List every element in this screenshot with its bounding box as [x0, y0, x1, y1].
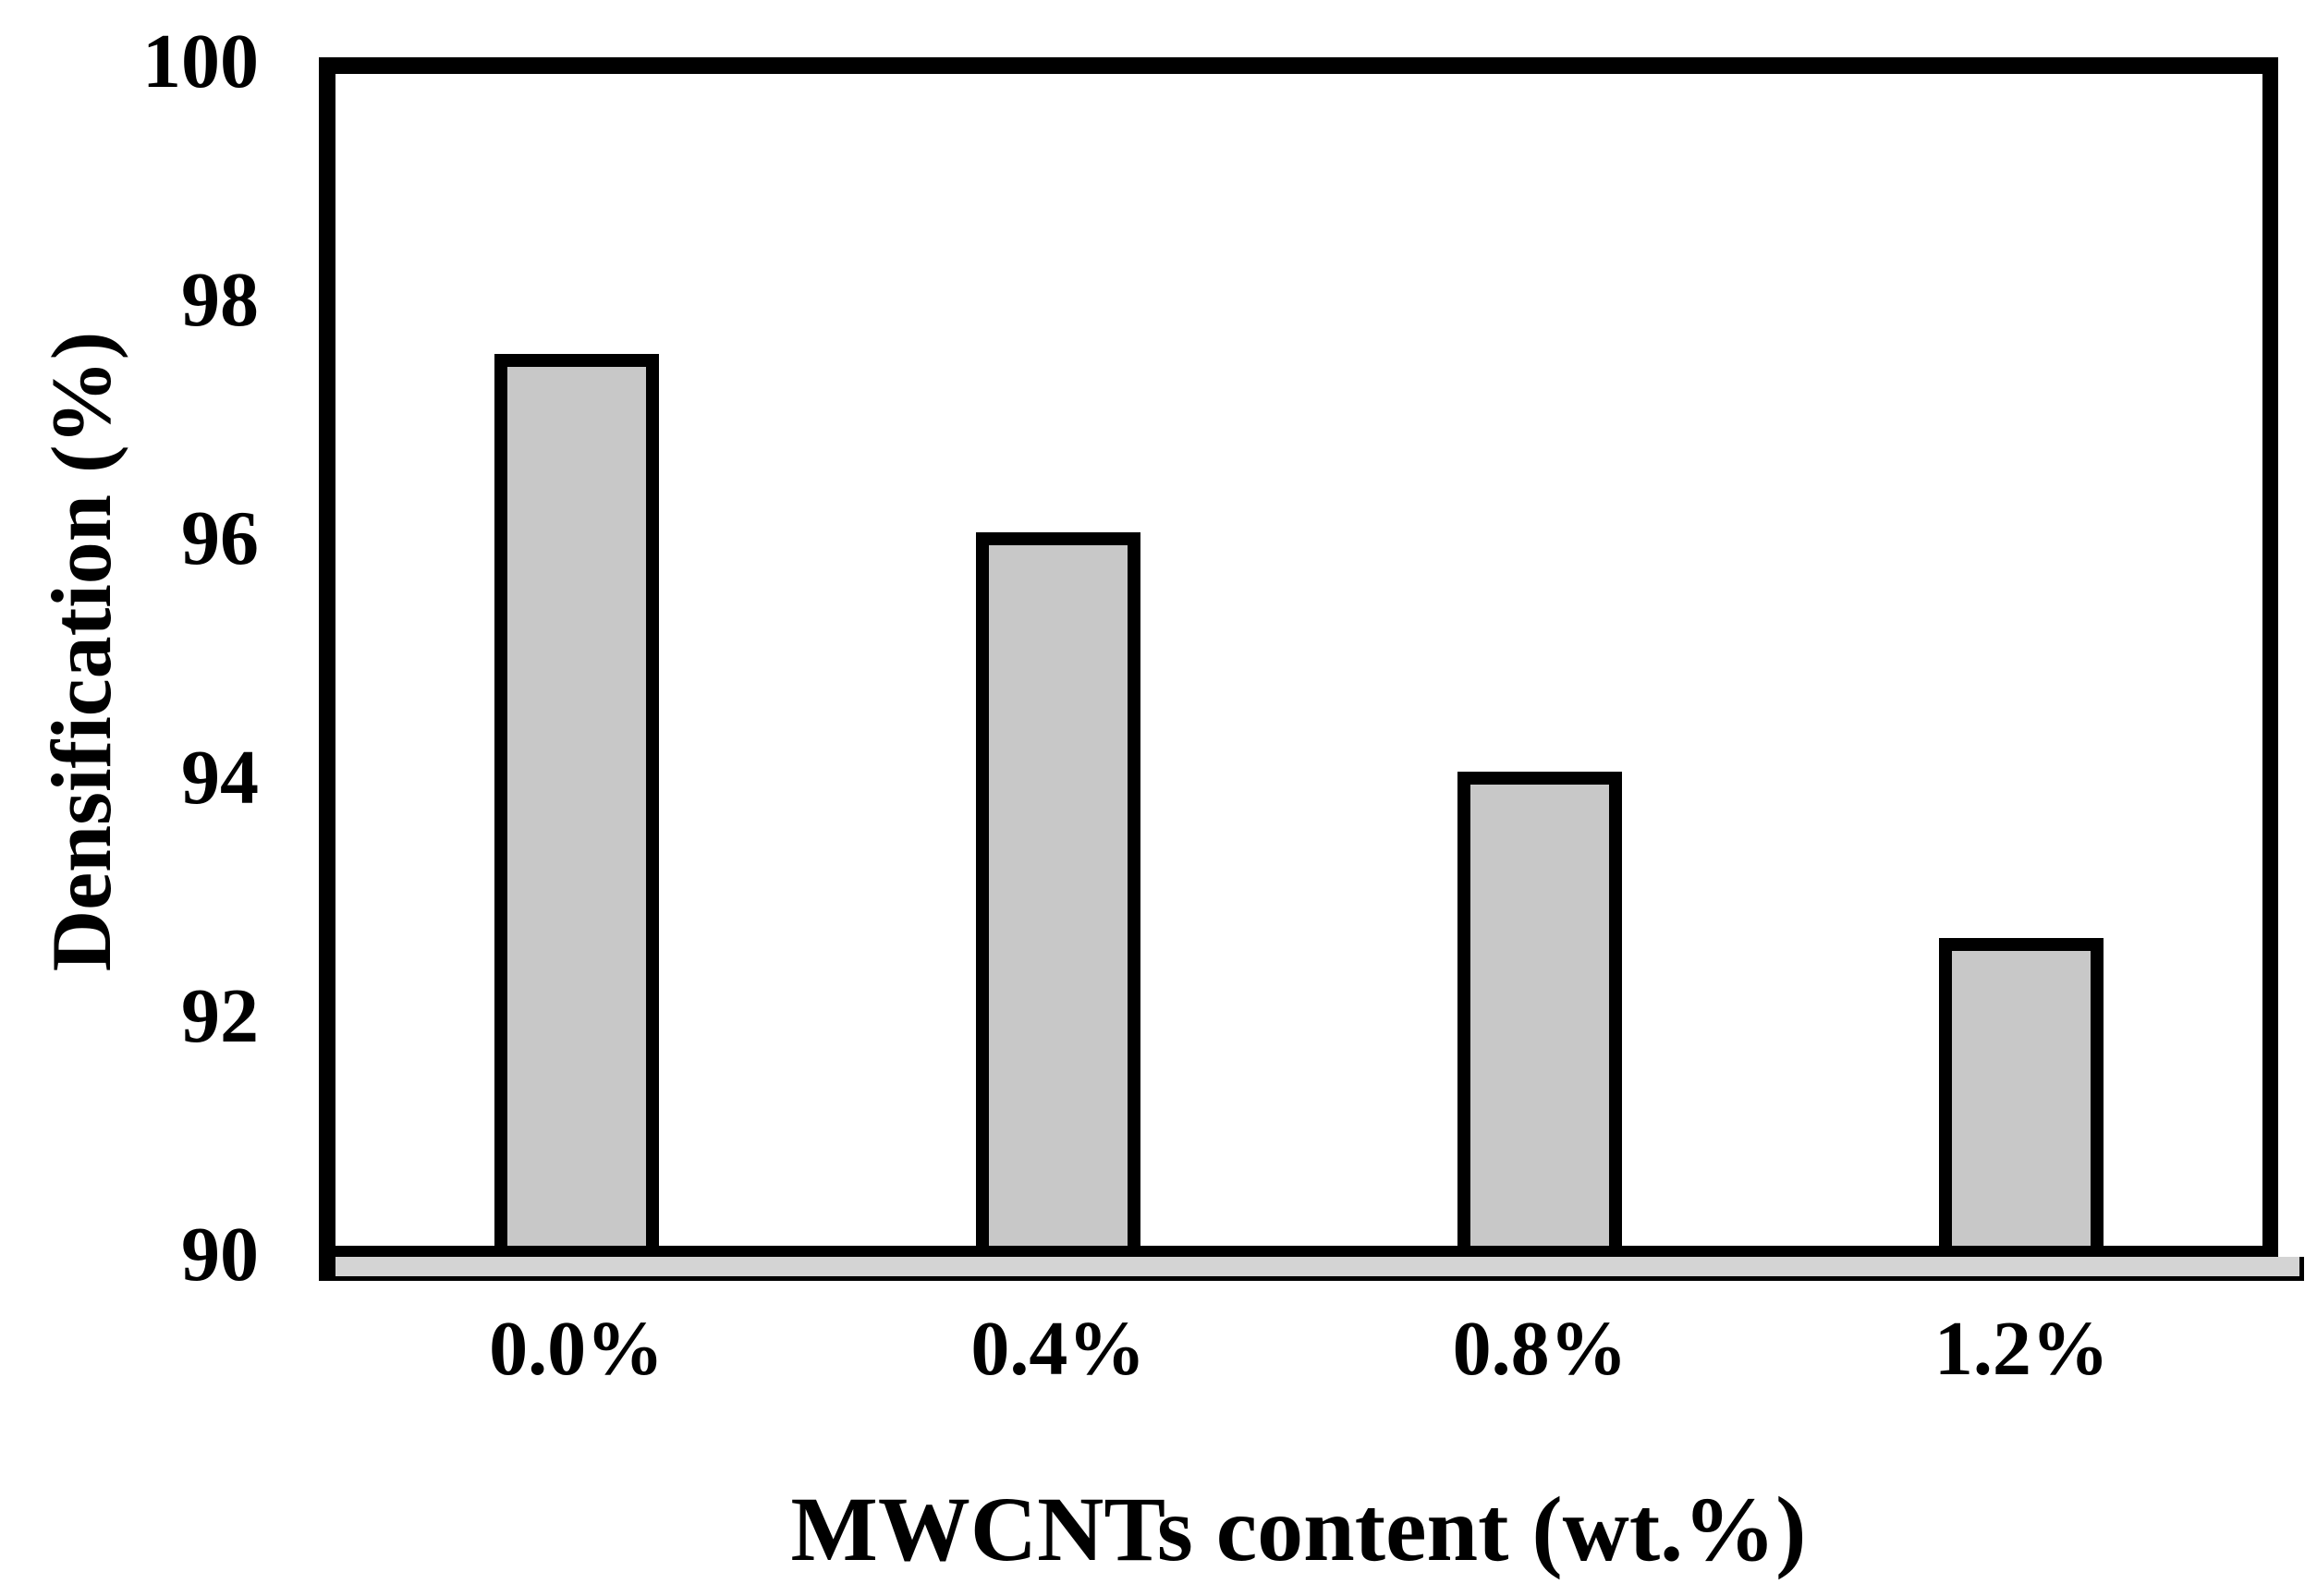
x-axis-floor — [319, 1257, 2304, 1281]
y-tick-label: 100 — [142, 18, 259, 104]
y-axis-title: Densification (%) — [34, 331, 128, 972]
y-tick-label: 98 — [181, 257, 259, 344]
bar-0.0% — [494, 353, 659, 1251]
x-category-label: 1.2% — [1933, 1306, 2109, 1392]
x-category-label: 0.8% — [1452, 1306, 1628, 1392]
y-tick-label: 94 — [181, 734, 259, 821]
bar-0.4% — [975, 532, 1140, 1251]
x-category-label: 0.4% — [970, 1306, 1146, 1392]
x-category-label: 0.0% — [489, 1306, 665, 1392]
y-tick-label: 92 — [181, 972, 259, 1059]
bar-1.2% — [1939, 938, 2104, 1251]
bar-0.8% — [1457, 771, 1623, 1251]
x-axis-title: MWCNTs content (wt.%) — [790, 1478, 1807, 1580]
y-tick-label: 90 — [181, 1212, 259, 1298]
y-tick-label: 96 — [181, 495, 259, 582]
